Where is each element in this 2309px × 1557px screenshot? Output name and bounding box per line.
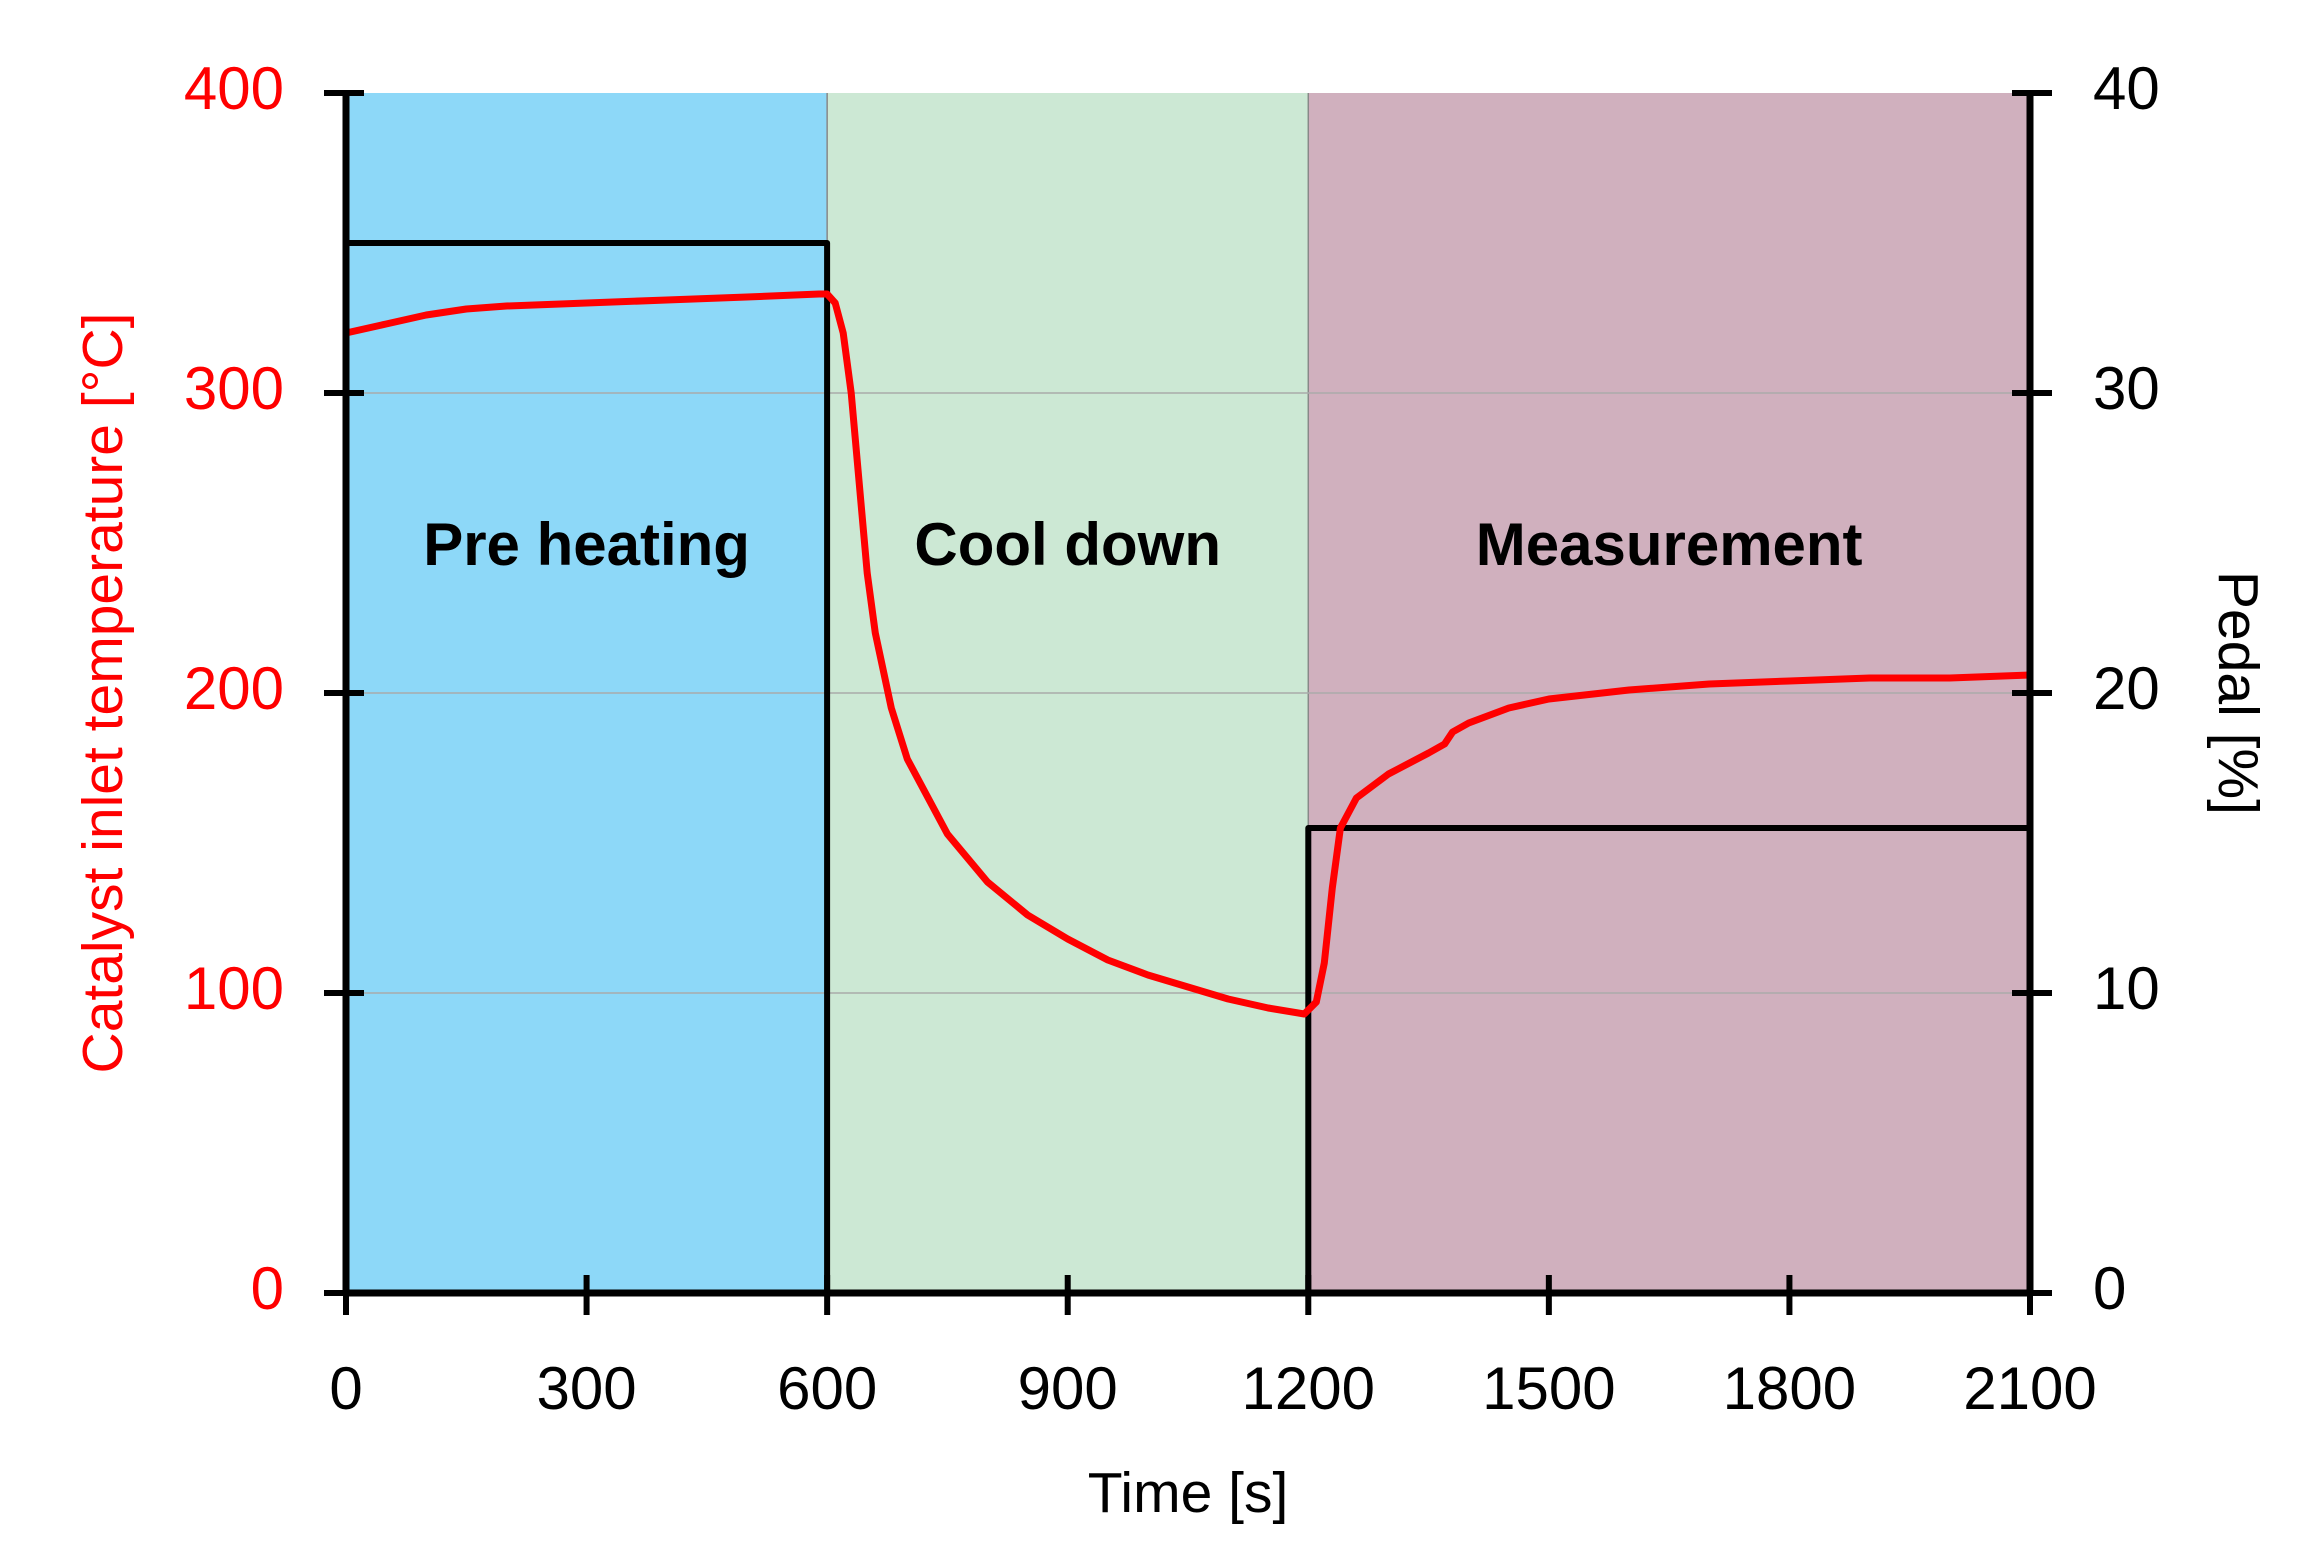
x-axis-title: Time [s] [1088, 1461, 1289, 1525]
y-tick-label: 400 [184, 55, 284, 122]
grid-layer [346, 392, 2030, 994]
y-axis-title: Catalyst inlet temperature [°C] [71, 313, 135, 1074]
y2-tick-label: 0 [2093, 1255, 2126, 1322]
x-tick-label: 600 [777, 1355, 877, 1422]
y-tick-label: 300 [184, 355, 284, 422]
x-tick-label: 1500 [1482, 1355, 1615, 1422]
x-tick-label: 0 [329, 1355, 362, 1422]
temperature-line [345, 290, 2031, 1018]
y2-axis-title: Pedal [%] [2206, 571, 2270, 815]
x-tick-label: 1200 [1242, 1355, 1375, 1422]
x-tick-label: 900 [1018, 1355, 1118, 1422]
y-tick-label: 0 [251, 1255, 284, 1322]
y2-tick-label: 20 [2093, 655, 2160, 722]
phase-label: Cool down [914, 511, 1221, 578]
x-tick-label: 1800 [1723, 1355, 1856, 1422]
x-tick-label: 300 [537, 1355, 637, 1422]
x-tick-label: 2100 [1963, 1355, 2096, 1422]
phase-label: Measurement [1476, 511, 1863, 578]
y-tick-label: 200 [184, 655, 284, 722]
y-tick-label: 100 [184, 955, 284, 1022]
y2-tick-label: 40 [2093, 55, 2160, 122]
phase-label: Pre heating [423, 511, 750, 578]
y2-tick-label: 30 [2093, 355, 2160, 422]
y2-tick-label: 10 [2093, 955, 2160, 1022]
